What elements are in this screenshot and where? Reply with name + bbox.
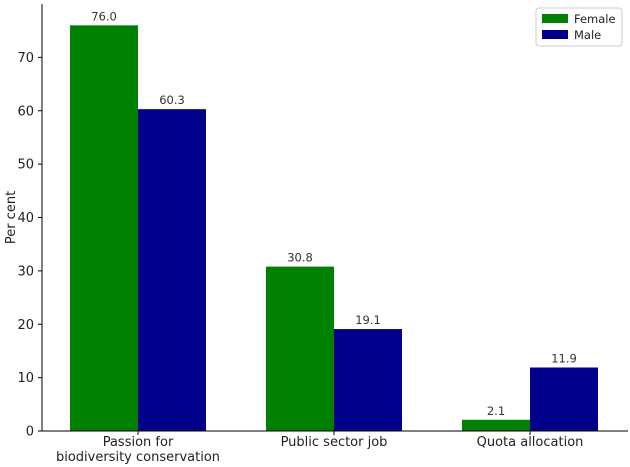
legend: Female Male	[535, 7, 623, 47]
y-tick-label: 40	[17, 211, 34, 226]
legend-swatch-male	[542, 30, 568, 39]
y-tick-label: 70	[17, 51, 34, 66]
y-tick-label: 50	[17, 158, 34, 173]
data-label-female-2: 2.1	[487, 404, 505, 418]
x-tick-label-0: Passion for biodiversity conservation	[56, 435, 220, 465]
data-label-male-1: 19.1	[355, 313, 381, 327]
legend-swatch-female	[542, 14, 568, 23]
bar-female-0	[70, 25, 138, 431]
y-tick-label: 20	[17, 318, 34, 333]
y-axis-title: Per cent	[4, 191, 19, 244]
legend-label-female: Female	[574, 12, 616, 26]
bar-male-0	[138, 109, 206, 432]
bar-female-2	[462, 419, 530, 431]
bars-layer	[70, 25, 598, 432]
x-tick-label-1: Public sector job	[281, 435, 388, 450]
bar-female-1	[266, 266, 334, 431]
bar-male-2	[530, 367, 598, 431]
bar-male-1	[334, 329, 402, 431]
y-tick-label: 30	[17, 264, 34, 279]
y-tick-label: 10	[17, 371, 34, 386]
legend-label-male: Male	[574, 28, 601, 42]
data-label-female-0: 76.0	[91, 9, 117, 23]
data-labels-layer: 76.0 30.8 2.1 60.3 19.1 11.9	[91, 9, 577, 417]
y-tick-label: 60	[17, 104, 34, 119]
data-label-male-0: 60.3	[159, 93, 185, 107]
data-label-female-1: 30.8	[287, 251, 313, 265]
data-label-male-2: 11.9	[551, 351, 577, 365]
y-tick-label: 0	[26, 425, 34, 440]
y-ticks: 0 10 20 30 40 50 60 70	[17, 51, 42, 440]
x-ticks: Passion for biodiversity conservation Publ…	[56, 431, 583, 465]
x-tick-label-2: Quota allocation	[477, 435, 584, 450]
